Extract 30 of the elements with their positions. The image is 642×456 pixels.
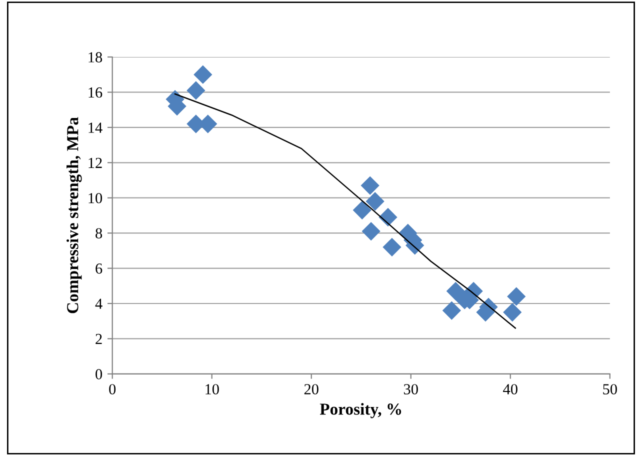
y-tick-label: 0 bbox=[96, 369, 102, 380]
point bbox=[442, 301, 461, 320]
point bbox=[362, 222, 380, 241]
y-tick-label: 16 bbox=[88, 87, 102, 98]
y-tick-label: 8 bbox=[96, 228, 102, 239]
point bbox=[352, 200, 372, 220]
y-tick-label: 4 bbox=[95, 298, 102, 309]
point bbox=[360, 176, 380, 195]
point bbox=[378, 208, 398, 227]
point bbox=[382, 238, 402, 256]
y-tick-label: 6 bbox=[96, 263, 102, 274]
y-tick-label: 10 bbox=[88, 192, 102, 204]
point bbox=[186, 81, 206, 100]
x-tick-label: 50 bbox=[603, 384, 617, 394]
y-tick-label: 2 bbox=[96, 334, 102, 344]
x-tick-label: 20 bbox=[304, 384, 318, 394]
x-tick-label: 30 bbox=[404, 384, 418, 394]
x-tick-label: 0 bbox=[109, 384, 116, 394]
point bbox=[503, 302, 522, 322]
point bbox=[507, 287, 526, 306]
point bbox=[194, 65, 212, 84]
x-axis-title: Porosity, % bbox=[320, 403, 402, 418]
y-tick-label: 14 bbox=[88, 122, 102, 133]
x-tick-label: 10 bbox=[206, 384, 219, 394]
y-tick-label: 18 bbox=[88, 52, 102, 62]
point bbox=[366, 192, 384, 211]
x-tick-label: 40 bbox=[503, 384, 518, 394]
y-tick-label: 12 bbox=[88, 158, 102, 168]
y-axis-title: Compressive strength, MPa bbox=[66, 117, 82, 314]
point bbox=[446, 282, 465, 300]
